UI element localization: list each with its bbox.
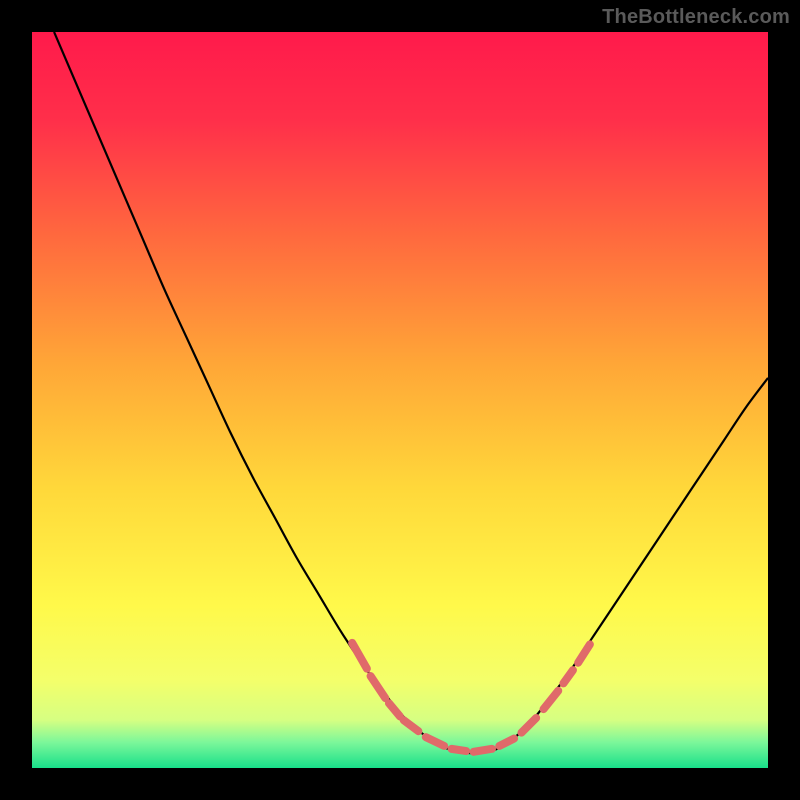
optimal-range-marker [499, 739, 514, 746]
optimal-range-marker [426, 737, 444, 746]
optimal-range-marker [389, 703, 400, 716]
curve-layer [32, 32, 768, 768]
bottleneck-curve [54, 32, 768, 753]
optimal-range-marker [371, 676, 386, 698]
optimal-range-marker [563, 670, 573, 683]
optimal-range-marker [578, 644, 590, 662]
chart-container: TheBottleneck.com [0, 0, 800, 800]
optimal-range-marker [452, 749, 467, 751]
watermark-text: TheBottleneck.com [602, 6, 790, 29]
optimal-range-marker [544, 691, 559, 709]
optimal-range-marker [521, 718, 536, 733]
optimal-range-marker [404, 720, 419, 731]
plot-area [32, 32, 768, 768]
optimal-range-marker [474, 749, 492, 752]
optimal-range-marker [352, 643, 367, 669]
